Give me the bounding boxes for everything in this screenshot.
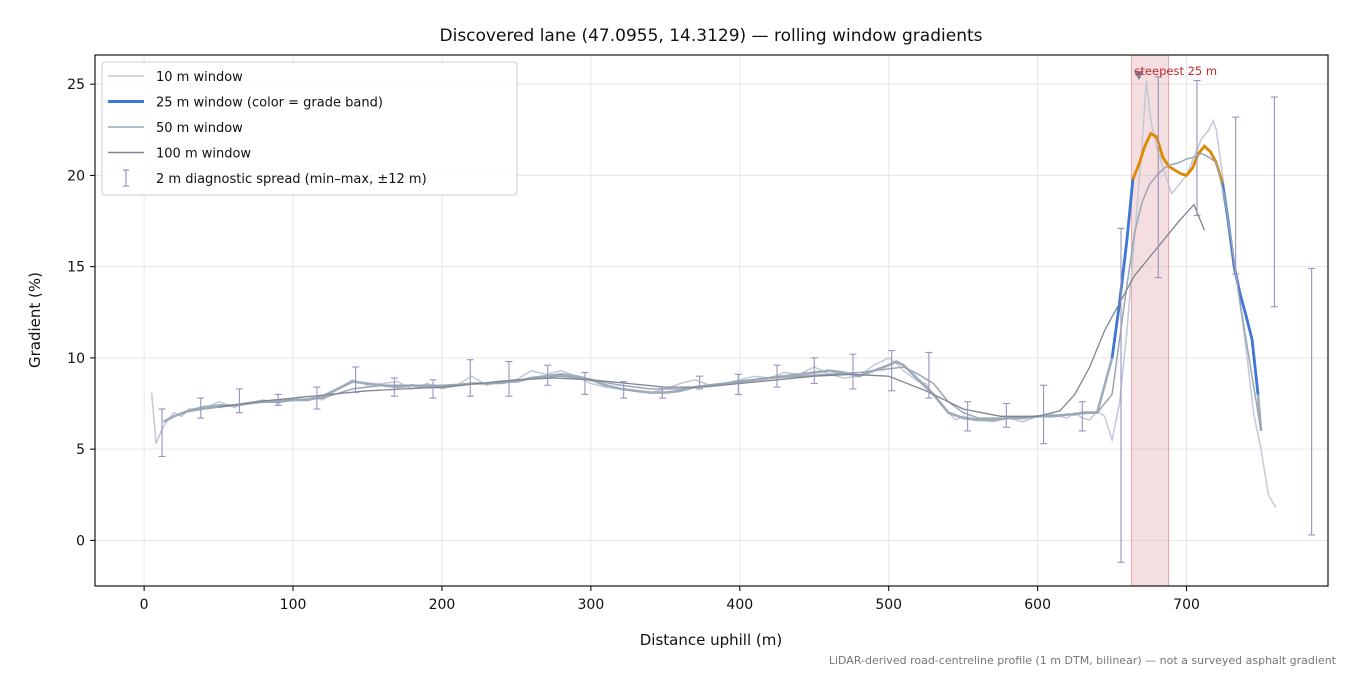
x-tick-label: 100 (280, 597, 307, 613)
x-tick-label: 500 (875, 597, 902, 613)
x-tick-label: 400 (726, 597, 753, 613)
x-tick-label: 200 (429, 597, 456, 613)
footnote: LiDAR-derived road-centreline profile (1… (829, 654, 1337, 667)
legend-box (101, 61, 518, 196)
legend-label: 2 m diagnostic spread (min–max, ±12 m) (156, 172, 427, 187)
y-axis-label: Gradient (%) (26, 272, 44, 368)
x-tick-label: 300 (578, 597, 605, 613)
x-tick-label: 600 (1024, 597, 1051, 613)
steepest-marker (1133, 71, 1144, 81)
series-25m-band-steep (1110, 178, 1135, 359)
y-tick-label: 20 (67, 168, 85, 184)
y-tick-label: 10 (67, 351, 85, 367)
series-50m-line (181, 152, 1262, 432)
legend-label: 50 m window (156, 121, 243, 136)
steepest-annotation: steepest 25 m (1134, 64, 1217, 78)
series-100m-line (218, 203, 1206, 417)
x-axis-label: Distance uphill (m) (640, 631, 782, 649)
chart-title: Discovered lane (47.0955, 14.3129) — rol… (440, 26, 983, 46)
series-25m-band-max (1131, 131, 1224, 184)
legend-label: 10 m window (156, 70, 243, 85)
y-tick-label: 0 (76, 533, 85, 549)
legend-label: 25 m window (color = grade band) (156, 96, 383, 111)
legend-label: 100 m window (156, 147, 251, 162)
y-tick-label: 15 (67, 260, 85, 276)
x-tick-label: 0 (140, 597, 149, 613)
legend: 10 m window 25 m window (color = grade ba… (101, 61, 518, 196)
y-tick-label: 25 (67, 77, 85, 93)
x-tick-label: 700 (1173, 597, 1200, 613)
steepest-band (1130, 54, 1170, 587)
axes-frame (94, 54, 1329, 587)
y-tick-label: 5 (76, 442, 85, 458)
plot-area: steepest 25 m 0 100 200 300 400 500 600 700 0 5 10 1… (67, 54, 1329, 613)
